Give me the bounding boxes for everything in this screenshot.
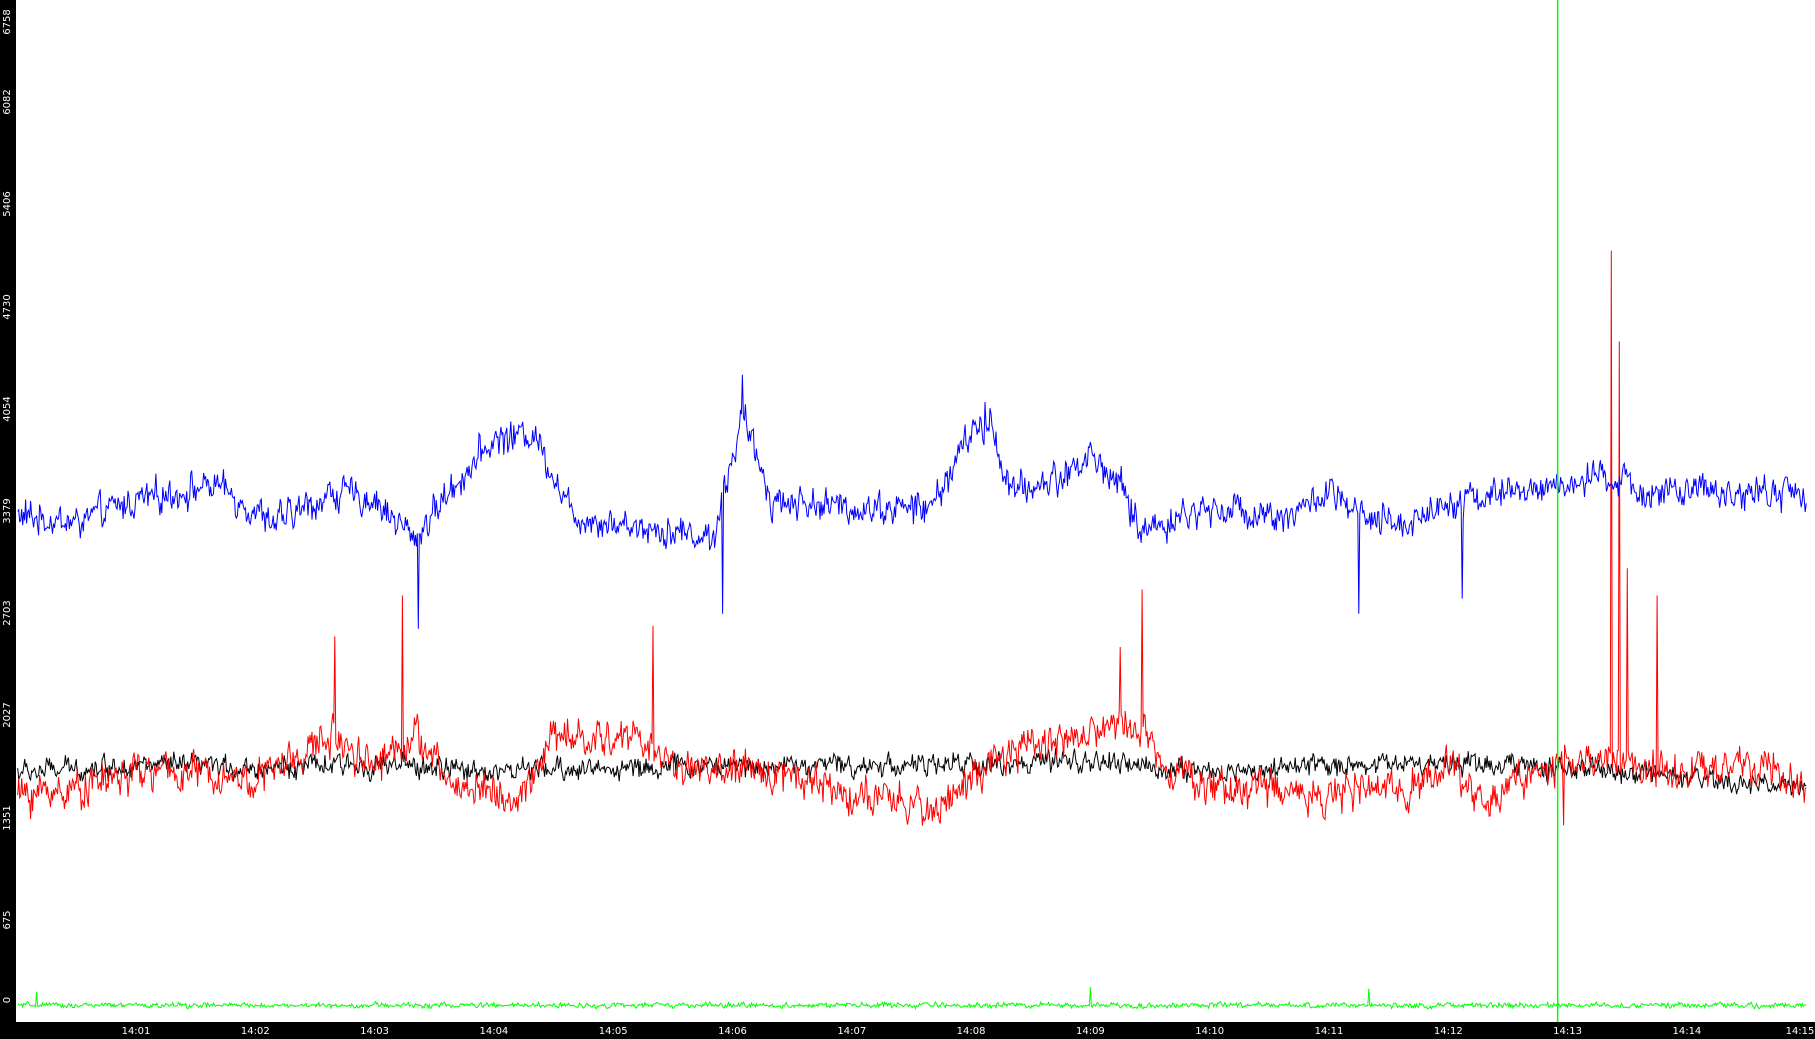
x-tick-label: 14:02 <box>240 1026 270 1037</box>
series-line-2 <box>17 747 1807 796</box>
y-tick-label: 2703 <box>2 600 13 626</box>
y-tick-label: 6758 <box>2 9 13 35</box>
x-tick-label: 14:01 <box>121 1026 151 1037</box>
series-line-3 <box>17 987 1807 1010</box>
x-axis <box>0 1022 1815 1039</box>
y-tick-label: 3379 <box>2 498 13 524</box>
y-tick-label: 675 <box>2 910 13 930</box>
x-tick-label: 14:03 <box>360 1026 390 1037</box>
y-tick-label: 6082 <box>2 89 13 115</box>
y-axis <box>0 0 16 1022</box>
x-tick-label: 14:04 <box>479 1026 509 1037</box>
x-tick-label: 14:10 <box>1195 1026 1225 1037</box>
x-tick-label: 14:15 <box>1785 1026 1815 1037</box>
x-tick-label: 14:09 <box>1075 1026 1105 1037</box>
y-tick-label: 0 <box>2 996 13 1004</box>
x-tick-label: 14:13 <box>1553 1026 1583 1037</box>
y-tick-label: 4054 <box>2 396 13 422</box>
x-tick-label: 14:06 <box>718 1026 747 1037</box>
x-tick-label: 14:08 <box>956 1026 986 1037</box>
y-tick-label: 1351 <box>2 804 13 831</box>
x-tick-label: 14:07 <box>837 1026 867 1037</box>
x-tick-label: 14:12 <box>1433 1026 1463 1037</box>
y-tick-label: 4730 <box>2 293 13 320</box>
x-tick-label: 14:05 <box>598 1026 628 1037</box>
y-tick-label: 5406 <box>2 191 13 218</box>
series-line-1 <box>17 250 1807 826</box>
series-line-0 <box>17 374 1807 629</box>
y-tick-label: 2027 <box>2 702 13 729</box>
x-tick-label: 14:14 <box>1672 1026 1702 1037</box>
x-tick-label: 14:11 <box>1314 1026 1344 1037</box>
